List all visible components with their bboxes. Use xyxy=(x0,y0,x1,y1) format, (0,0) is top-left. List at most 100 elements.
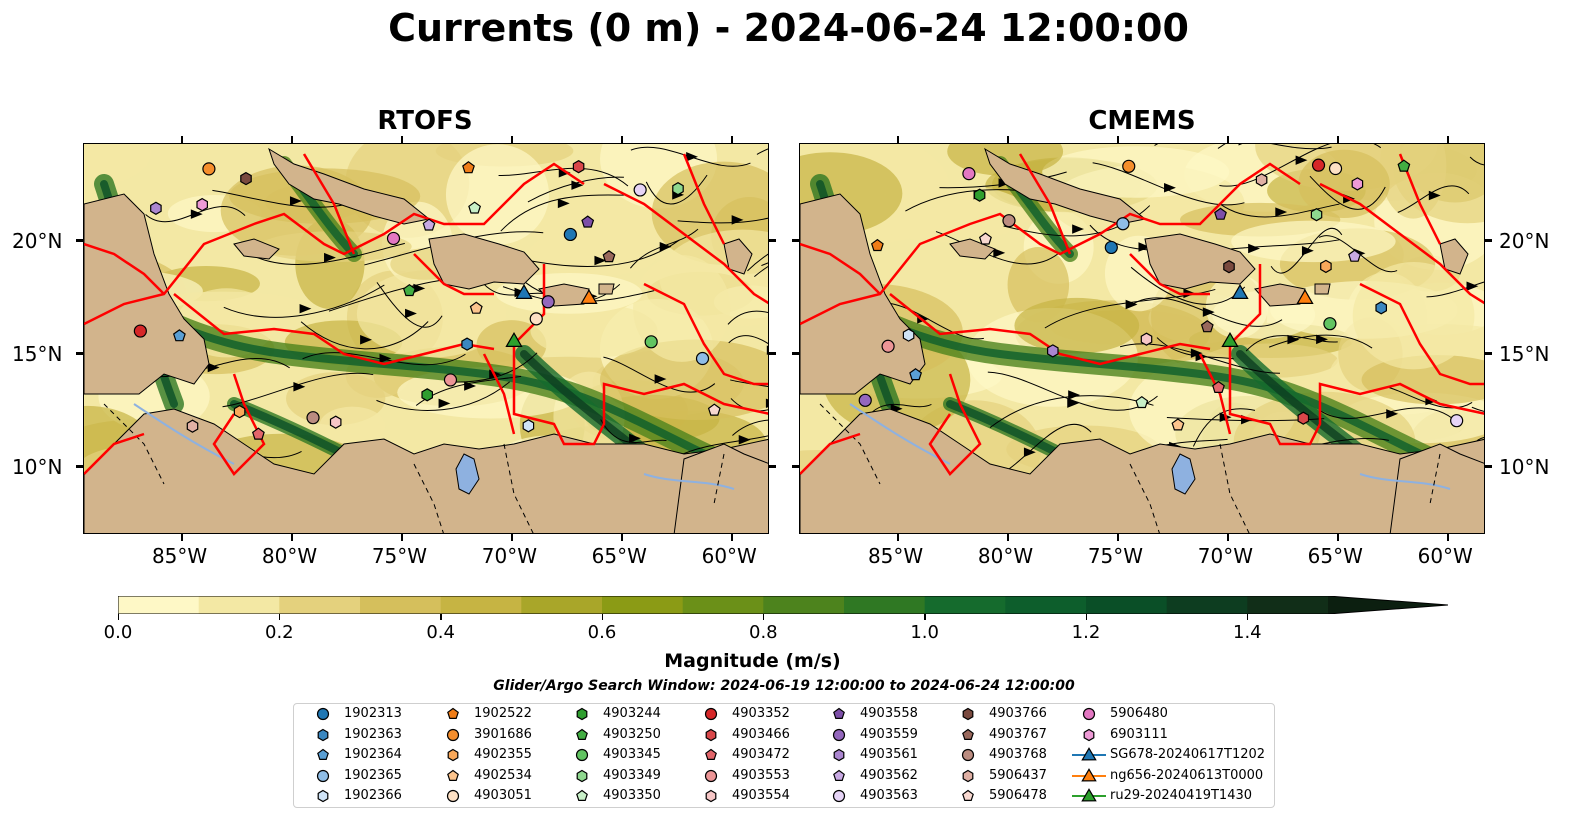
lat-tickmark xyxy=(1485,239,1492,242)
lat-tickmark xyxy=(792,465,799,468)
colorbar-tickmark xyxy=(1085,614,1087,620)
lon-tickmark xyxy=(1336,136,1340,143)
legend-label: 5906480 xyxy=(1110,706,1168,721)
legend-marker xyxy=(833,769,845,781)
legend-label: 1902364 xyxy=(344,747,402,762)
legend-marker xyxy=(704,707,718,721)
lon-label-right-1: 80°W xyxy=(977,544,1034,568)
lon-label-right-0: 85°W xyxy=(867,544,924,568)
colorbar-segment xyxy=(279,596,361,614)
legend-marker xyxy=(962,728,974,740)
legend-label: 4902355 xyxy=(474,747,532,762)
colorbar-tickmark xyxy=(278,614,281,620)
legend-marker xyxy=(576,707,588,721)
legend-marker xyxy=(704,769,718,782)
lat-label-10n-right: 10°N xyxy=(1499,455,1550,479)
colorbar xyxy=(118,596,1448,614)
legend-label: SG678-20240617T1202 xyxy=(1110,747,1266,762)
legend-marker xyxy=(446,789,460,803)
legend-marker xyxy=(576,728,588,740)
colorbar-tick-label: 1.2 xyxy=(1071,622,1101,643)
legend-marker xyxy=(833,707,845,719)
lat-tickmark xyxy=(76,465,83,468)
lon-label-left-5: 60°W xyxy=(701,544,757,568)
lon-tickmark xyxy=(1006,136,1010,143)
legend-marker xyxy=(1072,747,1106,761)
colorbar-tick-label: 1.4 xyxy=(1233,622,1262,643)
lon-tickmark xyxy=(180,136,184,143)
lat-label-20n-right: 20°N xyxy=(1499,229,1550,253)
colorbar-segment xyxy=(1005,596,1087,614)
lat-tickmark xyxy=(792,352,799,355)
colorbar-extend-arrow xyxy=(1328,596,1448,614)
legend-label: 4903561 xyxy=(860,747,918,762)
legend-label: 4903051 xyxy=(474,788,532,803)
colorbar-tick-label: 0.0 xyxy=(103,622,133,643)
legend-label: 1902366 xyxy=(344,788,402,803)
lon-tickmark xyxy=(510,534,514,541)
lon-label-left-0: 85°W xyxy=(151,544,208,568)
legend-label: 4902534 xyxy=(474,767,532,783)
legend-label: 5906437 xyxy=(989,767,1047,783)
lon-tickmark xyxy=(1006,534,1010,541)
lon-tickmark xyxy=(730,136,734,143)
legend-marker xyxy=(575,748,589,762)
legend-label: 4903559 xyxy=(860,726,918,742)
lat-label-15n-right: 15°N xyxy=(1499,342,1550,366)
legend-marker xyxy=(447,769,459,781)
map-panel-cmems xyxy=(799,143,1485,534)
colorbar-tickmark xyxy=(117,614,119,620)
lon-tickmark xyxy=(730,534,734,541)
lat-label-20n-left: 20°N xyxy=(12,229,63,253)
lon-tickmark xyxy=(400,534,404,541)
lat-tickmark xyxy=(769,465,776,468)
lon-label-left-2: 75°W xyxy=(371,544,428,568)
legend-label: 4903768 xyxy=(989,747,1047,762)
colorbar-segment xyxy=(602,596,684,614)
panel-title-cmems: CMEMS xyxy=(1088,106,1196,136)
colorbar-tick-label: 1.0 xyxy=(910,622,939,643)
legend-marker xyxy=(447,707,459,719)
legend-label: 4903350 xyxy=(603,788,661,803)
lon-tickmark xyxy=(290,534,294,541)
lon-tickmark xyxy=(1116,136,1120,143)
legend-label: 4903349 xyxy=(603,767,661,783)
legend-marker xyxy=(1082,707,1096,721)
lat-label-10n-left: 10°N xyxy=(12,455,63,479)
legend-marker xyxy=(446,728,460,741)
colorbar-tick-label: 0.6 xyxy=(587,622,617,643)
lon-label-right-2: 75°W xyxy=(1087,544,1144,568)
legend-label: 4903554 xyxy=(732,788,790,803)
colorbar-tickmark xyxy=(924,614,926,620)
colorbar-tickmark xyxy=(1246,614,1249,620)
legend-marker xyxy=(316,707,330,721)
colorbar-tickmark xyxy=(762,614,765,620)
colorbar-segment xyxy=(844,596,926,614)
legend-marker xyxy=(317,789,329,803)
lon-tickmark xyxy=(510,136,514,143)
legend-marker xyxy=(317,728,329,741)
lon-tickmark xyxy=(1446,534,1450,541)
lat-tickmark xyxy=(76,239,83,242)
legend-label: 1902363 xyxy=(344,726,402,742)
legend-label: 4903352 xyxy=(732,706,790,721)
legend-label: 4903562 xyxy=(860,767,918,783)
legend-label: 5906478 xyxy=(989,788,1047,803)
lon-tickmark xyxy=(400,136,404,143)
legend-marker xyxy=(1083,728,1095,741)
legend-label: 4903472 xyxy=(732,747,790,762)
search-window-text: Glider/Argo Search Window: 2024-06-19 12… xyxy=(493,678,1075,694)
lon-tickmark xyxy=(290,136,294,143)
lon-label-right-3: 70°W xyxy=(1197,544,1253,568)
lon-label-right-4: 65°W xyxy=(1307,544,1363,568)
legend-marker xyxy=(705,748,717,760)
legend-label: ru29-20240419T1430 xyxy=(1110,788,1253,803)
lat-tickmark xyxy=(76,352,83,355)
colorbar-tick-label: 0.2 xyxy=(265,622,294,643)
legend-label: 4903466 xyxy=(732,726,790,742)
legend-marker xyxy=(962,769,974,782)
lon-tickmark xyxy=(180,534,184,541)
lon-tickmark xyxy=(620,534,624,541)
colorbar-segment xyxy=(440,596,522,614)
legend-marker xyxy=(705,789,717,803)
